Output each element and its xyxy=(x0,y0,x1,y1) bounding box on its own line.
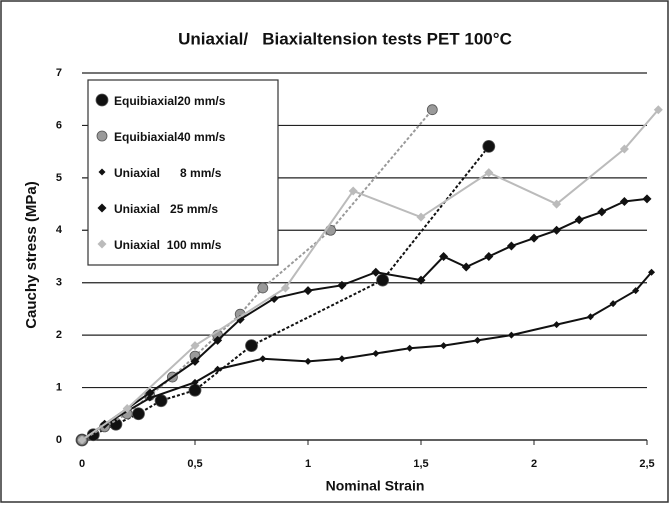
point xyxy=(426,104,438,116)
y-tick-label: 6 xyxy=(56,119,62,131)
legend-label: Equibiaxial40 mm/s xyxy=(114,130,226,144)
point xyxy=(484,252,494,261)
point xyxy=(552,199,562,209)
point xyxy=(304,357,312,365)
fit-line xyxy=(81,109,660,441)
x-tick-label: 2 xyxy=(531,458,537,470)
y-tick-label: 3 xyxy=(56,277,62,289)
point xyxy=(619,144,629,154)
point xyxy=(461,262,471,272)
point xyxy=(474,336,481,344)
point xyxy=(632,287,640,295)
legend-marker xyxy=(97,203,107,213)
point xyxy=(416,275,426,285)
point xyxy=(376,273,389,287)
legend-marker xyxy=(97,239,107,249)
point xyxy=(77,435,87,445)
point xyxy=(188,383,202,397)
fit-line xyxy=(81,271,653,441)
point xyxy=(303,286,313,296)
point xyxy=(648,268,656,276)
legend-label: Uniaxial 25 mm/s xyxy=(114,202,218,216)
legend-marker xyxy=(98,168,106,176)
point xyxy=(642,194,652,204)
point xyxy=(440,342,448,350)
legend-label: Uniaxial 100 mm/s xyxy=(114,238,222,252)
point xyxy=(259,355,267,363)
point xyxy=(372,349,380,357)
point xyxy=(529,233,539,243)
point xyxy=(597,207,607,217)
point xyxy=(146,394,154,402)
point xyxy=(280,283,290,293)
point xyxy=(122,404,132,414)
x-tick-label: 0 xyxy=(79,458,85,470)
legend-box xyxy=(87,79,279,266)
y-tick-label: 4 xyxy=(56,224,63,236)
point xyxy=(553,321,561,329)
x-tick-label: 0,5 xyxy=(187,458,202,470)
legend-marker xyxy=(96,130,108,142)
point xyxy=(406,344,414,352)
point xyxy=(191,378,199,386)
x-axis-label: Nominal Strain xyxy=(326,478,425,494)
point xyxy=(609,300,617,308)
point xyxy=(552,225,562,235)
point xyxy=(506,241,516,251)
x-tick-label: 2,5 xyxy=(639,458,654,470)
point xyxy=(416,212,426,222)
point xyxy=(371,267,381,277)
point xyxy=(190,341,200,351)
point xyxy=(587,313,594,321)
point xyxy=(619,196,629,206)
point xyxy=(190,356,200,366)
point xyxy=(439,252,449,261)
legend-marker xyxy=(95,93,109,107)
point xyxy=(214,365,222,373)
y-tick-label: 1 xyxy=(56,381,62,393)
legend-label: Uniaxial 8 mm/s xyxy=(114,166,222,180)
fit-line xyxy=(81,145,490,441)
x-tick-label: 1,5 xyxy=(413,458,428,470)
x-tick-label: 1 xyxy=(305,458,311,470)
y-axis-label: Cauchy stress (MPa) xyxy=(23,181,40,329)
point xyxy=(574,215,584,225)
chart-title: Uniaxial/ Biaxialtension tests PET 100°C xyxy=(178,29,512,48)
point xyxy=(338,355,346,363)
y-tick-label: 2 xyxy=(56,329,62,341)
point xyxy=(348,186,358,196)
point xyxy=(507,331,515,339)
y-tick-label: 7 xyxy=(56,67,62,79)
legend-label: Equibiaxial20 mm/s xyxy=(114,94,226,108)
point xyxy=(213,335,223,345)
y-tick-label: 0 xyxy=(56,434,62,446)
point xyxy=(653,105,663,115)
point xyxy=(484,168,494,178)
point xyxy=(482,139,496,153)
point xyxy=(257,282,269,294)
point xyxy=(132,407,145,421)
point xyxy=(245,339,258,353)
y-tick-label: 5 xyxy=(56,172,62,184)
point xyxy=(337,280,347,290)
